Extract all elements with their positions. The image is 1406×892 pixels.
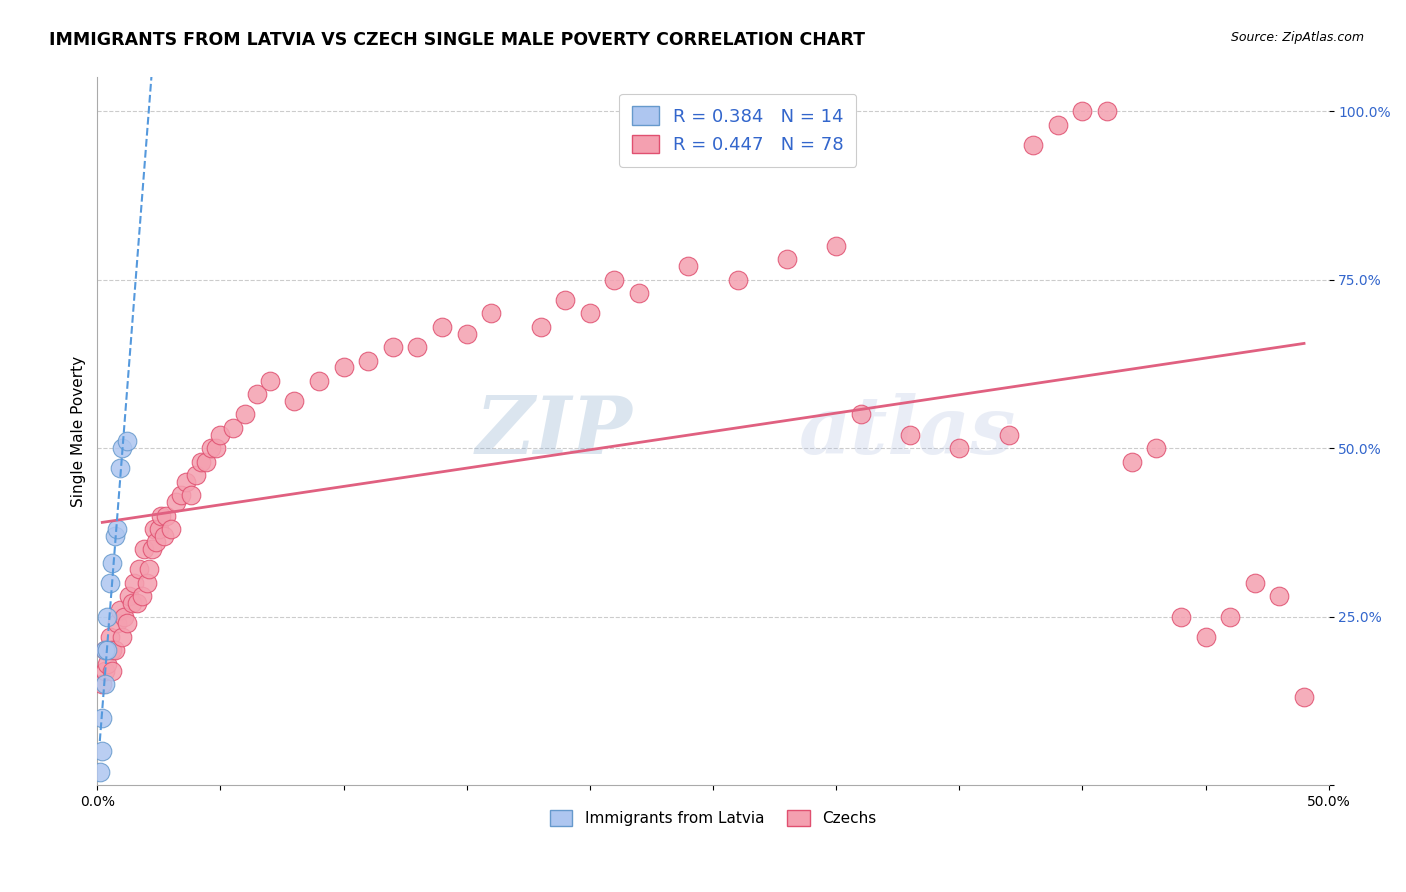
Point (165, 495, 187, 509)
Point (91, 677, 114, 691)
Y-axis label: Single Male Poverty: Single Male Poverty (72, 356, 86, 507)
Point (104, 529, 127, 543)
Point (1219, 609, 1241, 624)
Point (1292, 690, 1315, 705)
Point (222, 421, 245, 435)
Point (91, 711, 114, 725)
Point (153, 529, 176, 543)
Point (105, 522, 128, 536)
Point (479, 306, 502, 320)
Point (603, 272, 626, 286)
Point (121, 596, 143, 610)
Point (111, 630, 134, 644)
Point (530, 319, 553, 334)
Point (628, 286, 651, 301)
Point (174, 475, 197, 489)
Point (98, 630, 121, 644)
Point (190, 454, 212, 468)
Point (1268, 590, 1291, 604)
Point (233, 408, 256, 422)
Point (134, 542, 156, 557)
Point (155, 508, 177, 523)
Point (93, 677, 115, 691)
Point (204, 441, 226, 455)
Point (138, 562, 160, 576)
Point (308, 374, 330, 388)
Point (997, 427, 1019, 442)
Point (91, 744, 114, 758)
Point (1046, 118, 1069, 132)
Point (1170, 609, 1192, 624)
Text: IMMIGRANTS FROM LATVIA VS CZECH SINGLE MALE POVERTY CORRELATION CHART: IMMIGRANTS FROM LATVIA VS CZECH SINGLE M… (49, 31, 865, 49)
Point (579, 306, 602, 320)
Point (124, 575, 146, 590)
Point (108, 461, 131, 475)
Point (93, 643, 115, 657)
Point (332, 360, 354, 375)
Point (115, 616, 138, 631)
Point (554, 293, 576, 307)
Point (96, 643, 118, 657)
Point (1121, 454, 1143, 468)
Point (93, 643, 115, 657)
Legend: Immigrants from Latvia, Czechs: Immigrants from Latvia, Czechs (541, 803, 884, 834)
Point (948, 441, 970, 455)
Point (128, 562, 150, 576)
Point (105, 616, 128, 631)
Point (143, 522, 166, 536)
Point (93, 664, 115, 678)
Point (135, 575, 157, 590)
Point (1194, 630, 1216, 644)
Point (115, 434, 138, 449)
Point (96, 657, 118, 671)
Point (148, 522, 170, 536)
Point (101, 643, 124, 657)
Point (1095, 104, 1118, 119)
Point (108, 603, 131, 617)
Point (160, 522, 183, 536)
Point (357, 353, 380, 368)
Point (678, 259, 700, 273)
Point (194, 454, 217, 468)
Point (1144, 441, 1167, 455)
Point (104, 643, 127, 657)
Point (849, 408, 872, 422)
Point (125, 596, 148, 610)
Point (259, 374, 281, 388)
Point (184, 468, 207, 483)
Point (898, 427, 921, 442)
Point (776, 252, 799, 267)
Point (89, 764, 111, 779)
Point (111, 441, 134, 455)
Text: Source: ZipAtlas.com: Source: ZipAtlas.com (1230, 31, 1364, 45)
Point (131, 590, 153, 604)
Point (150, 508, 173, 523)
Point (200, 441, 222, 455)
Point (118, 590, 141, 604)
Point (1243, 575, 1265, 590)
Point (246, 387, 269, 401)
Point (209, 427, 232, 442)
Point (1022, 137, 1045, 152)
Point (145, 535, 167, 549)
Point (825, 239, 848, 253)
Point (456, 326, 478, 341)
Point (101, 556, 124, 570)
Point (141, 542, 163, 557)
Point (101, 664, 124, 678)
Point (96, 609, 118, 624)
Text: atlas: atlas (799, 392, 1017, 470)
Point (1071, 104, 1094, 119)
Point (283, 393, 305, 408)
Point (170, 488, 193, 502)
Point (98, 575, 121, 590)
Point (381, 340, 404, 354)
Point (406, 340, 429, 354)
Text: ZIP: ZIP (477, 392, 633, 470)
Point (727, 272, 749, 286)
Point (180, 488, 202, 502)
Point (114, 609, 136, 624)
Point (430, 319, 453, 334)
